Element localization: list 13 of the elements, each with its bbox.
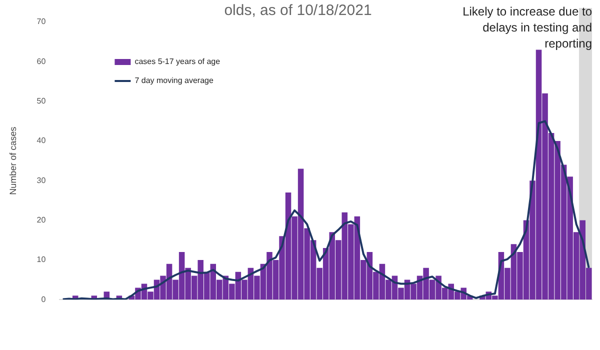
legend-label: 7 day moving average — [134, 76, 214, 86]
chart-title: olds, as of 10/18/2021 — [224, 2, 372, 20]
y-tick-label: 70 — [36, 17, 46, 26]
y-tick-label: 60 — [36, 56, 46, 66]
y-tick-label: 40 — [36, 136, 46, 146]
y-tick-label: 50 — [36, 96, 46, 106]
y-axis-title: Number of cases — [8, 126, 18, 195]
y-tick-label: 30 — [36, 176, 46, 185]
y-tick-label: 20 — [36, 215, 46, 224]
annotation: Likely to increase due to delays in testing and reporting — [462, 4, 592, 50]
y-tick-label: 0 — [41, 294, 46, 304]
y-tick-label: 10 — [36, 255, 46, 264]
legend-label: cases 5-17 years of age — [134, 57, 221, 66]
